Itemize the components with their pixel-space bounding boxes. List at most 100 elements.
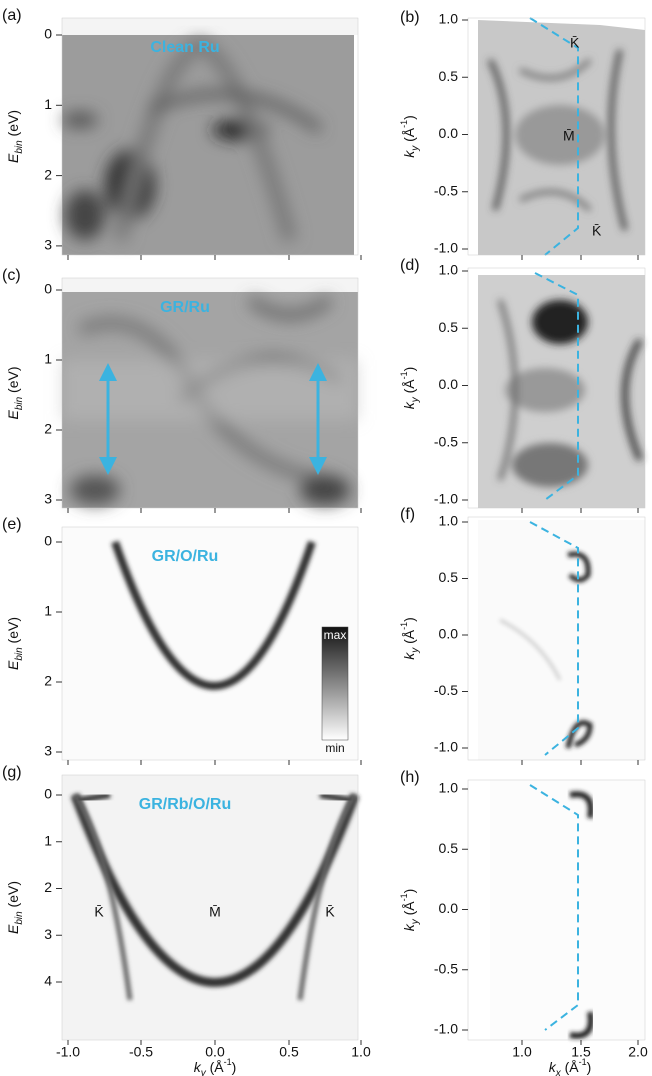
- label-sup: -1: [399, 622, 409, 630]
- y-tick-label: 0.5: [439, 319, 459, 335]
- y-tick-label: -1.0: [434, 491, 458, 507]
- panel-label: (f): [400, 506, 415, 523]
- point-label: K̄: [94, 904, 104, 920]
- label-close: ): [401, 617, 417, 622]
- label-unit: (Å: [401, 901, 417, 920]
- y-tick-label: 3: [44, 926, 52, 942]
- point-label: K̄: [325, 904, 335, 920]
- y-tick-label: 3: [44, 743, 52, 759]
- label-close: ): [401, 367, 417, 372]
- point-label: K̄: [570, 35, 580, 51]
- y-tick-label: 1.0: [439, 780, 459, 796]
- label-sub: y: [200, 1068, 207, 1076]
- x-tick-label: 0.0: [205, 1044, 225, 1060]
- panel-title: GR/Ru: [160, 299, 210, 316]
- y-tick-label: 0.5: [439, 569, 459, 585]
- y-tick-label: -0.5: [434, 433, 458, 449]
- panel-label: (d): [400, 257, 420, 274]
- image-g: [62, 775, 360, 1040]
- y-tick-label: 0.5: [439, 840, 459, 856]
- plot-frame: [467, 17, 646, 256]
- panel-title: Clean Ru: [150, 39, 219, 56]
- x-tick-label: -1.0: [56, 1044, 80, 1060]
- plot-frame: [61, 277, 359, 509]
- y-tick-label: -0.5: [434, 960, 458, 976]
- y-tick-label: 3: [44, 491, 52, 507]
- label-sup: -1: [399, 893, 409, 901]
- y-tick-label: 1: [44, 96, 52, 112]
- label-sub: bin: [14, 396, 25, 410]
- y-axis-label: ky (Å-1): [399, 367, 421, 410]
- label-main: k: [401, 150, 417, 158]
- y-tick-label: 1.0: [439, 513, 459, 529]
- label-sub: y: [410, 647, 421, 654]
- label-close: ): [401, 889, 417, 894]
- image-b: [478, 17, 645, 256]
- label-sub: y: [410, 396, 421, 403]
- y-tick-label: 1.0: [439, 262, 459, 278]
- label-unit: (Å: [206, 1059, 225, 1075]
- label-sub: bin: [14, 647, 25, 661]
- panel-label: (e): [2, 516, 22, 533]
- image-d: [478, 272, 645, 508]
- x-tick-label: 1.5: [571, 1044, 591, 1060]
- label-sup: -1: [399, 371, 409, 379]
- y-tick-label: 2: [44, 421, 52, 437]
- point-label: M̄: [563, 128, 575, 144]
- y-axis-label: Ebin (eV): [5, 617, 25, 670]
- label-sub: bin: [14, 911, 25, 925]
- label-main: E: [5, 660, 21, 670]
- panel-label: (a): [2, 7, 22, 24]
- image-f: [478, 520, 645, 760]
- y-tick-label: 0.5: [439, 68, 459, 84]
- image-h: [490, 780, 645, 1040]
- y-tick-label: 0: [44, 533, 52, 549]
- label-main: E: [5, 924, 21, 934]
- label-close: ): [587, 1059, 592, 1075]
- label-sup: -1: [399, 120, 409, 128]
- panel-label: (c): [2, 267, 21, 284]
- y-tick-label: 0.0: [439, 900, 459, 916]
- plot-frame: [467, 516, 646, 761]
- label-unit: (Å: [401, 379, 417, 398]
- y-tick-label: -0.5: [434, 682, 458, 698]
- label-unit: (eV): [5, 366, 21, 396]
- label-unit: (Å: [561, 1059, 580, 1075]
- label-close: ): [401, 115, 417, 120]
- label-sub: y: [410, 918, 421, 925]
- y-tick-label: 1.0: [439, 11, 459, 27]
- y-axis-label: ky (Å-1): [399, 115, 421, 158]
- y-tick-label: 2: [44, 166, 52, 182]
- x-tick-label: 1.0: [512, 1044, 532, 1060]
- y-tick-label: 4: [44, 973, 52, 989]
- y-tick-label: 0.0: [439, 125, 459, 141]
- y-tick-label: 1: [44, 603, 52, 619]
- panel-label: (h): [400, 769, 420, 786]
- label-main: k: [549, 1059, 557, 1075]
- label-sub: y: [410, 145, 421, 152]
- label-unit: (eV): [5, 110, 21, 140]
- y-tick-label: 2: [44, 879, 52, 895]
- label-close: ): [232, 1059, 237, 1075]
- panel-title: GR/O/Ru: [152, 548, 219, 565]
- image-c: [62, 278, 358, 508]
- x-tick-label: 1.0: [351, 1044, 371, 1060]
- label-unit: (Å: [401, 127, 417, 146]
- label-unit: (eV): [5, 617, 21, 647]
- x-axis-label: kx (Å-1): [549, 1057, 592, 1076]
- label-main: k: [401, 401, 417, 409]
- y-tick-label: -1.0: [434, 1021, 458, 1037]
- label-main: k: [401, 923, 417, 931]
- label-sup: -1: [579, 1057, 587, 1067]
- plot-frame: [61, 526, 359, 761]
- plot-frame: [467, 267, 646, 509]
- plot-frame: [61, 774, 359, 1041]
- y-tick-label: 1: [44, 351, 52, 367]
- y-tick-label: -1.0: [434, 240, 458, 256]
- x-tick-label: 2.0: [628, 1044, 648, 1060]
- y-tick-label: -0.5: [434, 182, 458, 198]
- image-a: [62, 18, 358, 255]
- label-sub: bin: [14, 140, 25, 154]
- label-sup: -1: [224, 1057, 232, 1067]
